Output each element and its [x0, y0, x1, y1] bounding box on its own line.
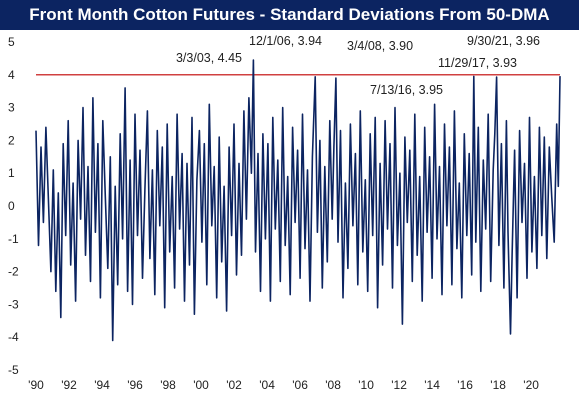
y-tick-label: 5	[8, 35, 15, 49]
x-tick-label: '94	[94, 378, 110, 392]
annotation-label: 11/29/17, 3.93	[438, 56, 517, 70]
y-tick-label: 2	[8, 133, 15, 147]
annotation-label: 7/13/16, 3.95	[370, 83, 443, 97]
annotation-label: 9/30/21, 3.96	[467, 34, 540, 48]
y-tick-label: -5	[8, 363, 19, 377]
annotation-label: 3/3/03, 4.45	[176, 51, 242, 65]
annotations: 3/3/03, 4.45 12/1/06, 3.94 3/4/08, 3.90 7/1…	[176, 34, 540, 97]
x-tick-label: '10	[358, 378, 374, 392]
x-axis-ticks: '90 '92 '94 '96 '98 '00 '02 '04 '06 '08 '10 '12 '14 '…	[28, 378, 539, 392]
x-tick-label: '08	[325, 378, 341, 392]
x-tick-label: '06	[292, 378, 308, 392]
annotation-label: 3/4/08, 3.90	[347, 39, 413, 53]
x-tick-label: '04	[259, 378, 275, 392]
y-tick-label: -1	[8, 232, 19, 246]
x-tick-label: '20	[523, 378, 539, 392]
x-tick-label: '96	[127, 378, 143, 392]
x-tick-label: '14	[424, 378, 440, 392]
y-tick-label: -2	[8, 265, 19, 279]
y-tick-label: 3	[8, 101, 15, 115]
x-tick-label: '02	[226, 378, 242, 392]
x-tick-label: '90	[28, 378, 44, 392]
y-tick-label: 1	[8, 166, 15, 180]
y-tick-label: 0	[8, 199, 15, 213]
x-tick-label: '12	[391, 378, 407, 392]
series-line	[35, 59, 561, 342]
x-tick-label: '18	[490, 378, 506, 392]
chart-title: Front Month Cotton Futures - Standard De…	[0, 0, 579, 30]
annotation-label: 12/1/06, 3.94	[249, 34, 322, 48]
x-tick-label: '00	[193, 378, 209, 392]
y-axis-ticks: -5 -4 -3 -2 -1 0 1 2 3 4 5	[8, 35, 19, 377]
x-tick-label: '92	[61, 378, 77, 392]
x-tick-label: '16	[457, 378, 473, 392]
x-tick-label: '98	[160, 378, 176, 392]
y-tick-label: 4	[8, 68, 15, 82]
y-tick-label: -4	[8, 330, 19, 344]
y-tick-label: -3	[8, 297, 19, 311]
